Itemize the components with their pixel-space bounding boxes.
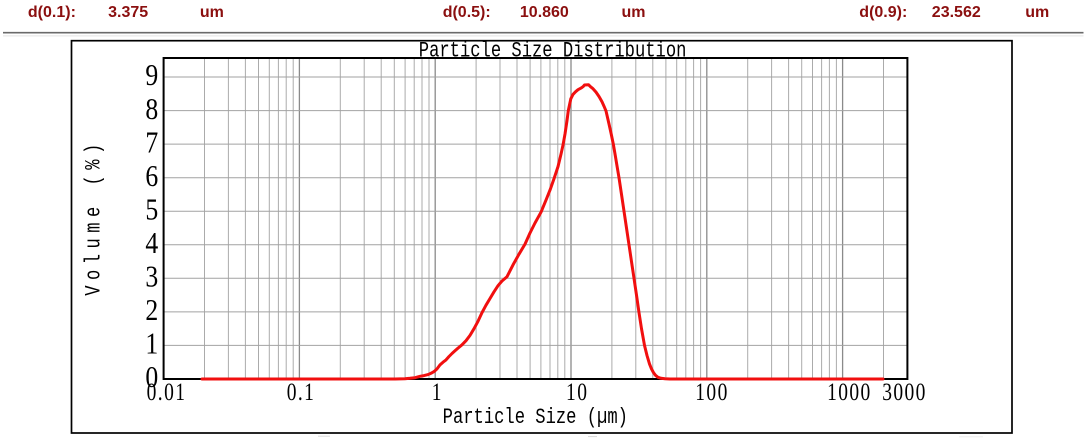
svg-text:8: 8 [145,93,158,127]
svg-text:2: 2 [145,294,158,328]
svg-text:7: 7 [145,126,158,160]
svg-text:6: 6 [145,160,158,194]
svg-text:4: 4 [145,227,158,261]
svg-text:d(0.5):: d(0.5): [443,4,491,21]
svg-text:3: 3 [145,260,158,294]
svg-text:1: 1 [432,378,443,406]
svg-text:um: um [200,4,224,21]
svg-text:Particle Size Distribution: Particle Size Distribution [419,39,687,64]
svg-text:1: 1 [145,328,158,362]
svg-text:10.860: 10.860 [520,4,569,21]
svg-text:0.1: 0.1 [287,378,316,406]
svg-text:um: um [1025,4,1049,21]
svg-text:10: 10 [566,378,588,406]
svg-text:0: 0 [145,361,158,395]
svg-text:d(0.1):: d(0.1): [28,4,76,21]
svg-text:Volume (%): Volume (%) [82,138,107,296]
svg-text:23.562: 23.562 [932,4,981,21]
svg-text:9: 9 [145,59,158,93]
svg-text:d(0.9):: d(0.9): [859,4,907,21]
svg-text:Particle Size (µm): Particle Size (µm) [443,405,628,430]
svg-text:0.01: 0.01 [147,378,187,406]
svg-text:1000: 1000 [827,378,872,406]
svg-text:3.375: 3.375 [108,4,148,21]
svg-text:um: um [622,4,646,21]
svg-text:5: 5 [145,193,158,227]
svg-text:100: 100 [695,378,728,406]
svg-text:3000: 3000 [882,378,927,406]
